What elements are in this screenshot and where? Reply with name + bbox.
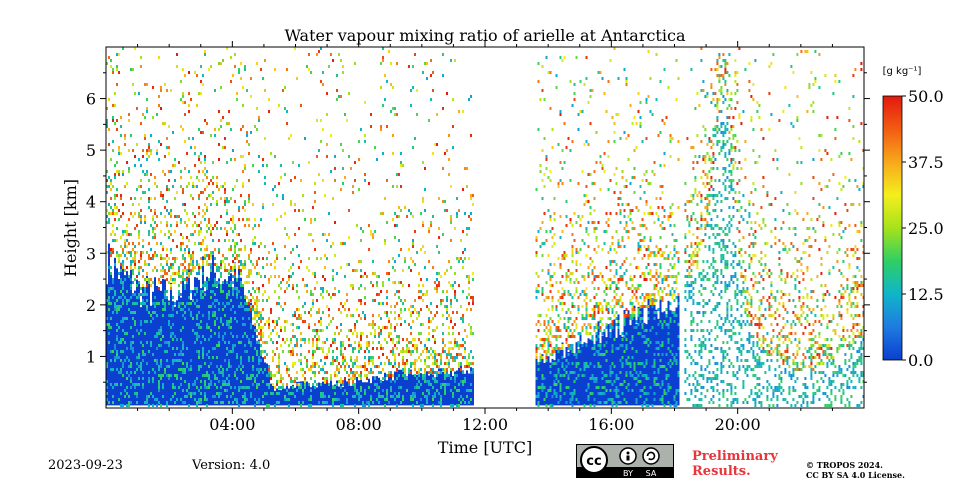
copyright-line-2: CC BY SA 4.0 License. <box>806 470 905 480</box>
sa-share-icon <box>642 447 660 465</box>
x-tick-label: 16:00 <box>588 415 634 434</box>
cc-license-icon: cc BY SA <box>577 446 673 477</box>
preliminary-line-1: Preliminary <box>692 449 778 464</box>
cc-logo-text: cc <box>586 454 601 469</box>
cc-by-text: BY <box>623 469 633 477</box>
x-tick-label: 20:00 <box>715 415 761 434</box>
footer-version: Version: 4.0 <box>192 458 271 473</box>
colorbar-unit-label: [g kg⁻¹] <box>883 66 922 77</box>
y-tick-label: 1 <box>86 347 96 366</box>
y-tick-label: 6 <box>86 90 96 109</box>
heatmap-segment <box>106 47 474 407</box>
preliminary-line-2: Results. <box>692 464 751 479</box>
colorbar-tick-label: 12.5 <box>908 285 944 304</box>
colorbar-tick-label: 0.0 <box>908 351 933 370</box>
colorbar-tick-label: 25.0 <box>908 219 944 238</box>
copyright-note: © TROPOS 2024. CC BY SA 4.0 License. <box>806 460 905 480</box>
x-axis: 04:00 08:00 12:00 16:00 20:00 <box>137 41 833 434</box>
chart-title: Water vapour mixing ratio of arielle at … <box>285 26 686 45</box>
y-tick-label: 2 <box>86 296 96 315</box>
heatmap-layer <box>106 47 864 407</box>
x-tick-label: 08:00 <box>336 415 382 434</box>
cc-license-badge[interactable]: cc BY SA <box>576 444 674 478</box>
x-tick-label: 12:00 <box>462 415 508 434</box>
colorbar-gradient <box>882 95 903 361</box>
heatmap-segment <box>535 47 680 407</box>
heatmap-segment <box>684 47 864 407</box>
preliminary-note: Preliminary Results. <box>692 449 778 479</box>
y-tick-label: 3 <box>86 244 96 263</box>
x-axis-label: Time [UTC] <box>438 438 532 457</box>
colorbar-tick-label: 50.0 <box>908 87 944 106</box>
y-axis: 1 2 3 4 5 6 <box>86 72 870 383</box>
y-tick-label: 4 <box>86 193 96 212</box>
y-axis-label: Height [km] <box>61 179 80 277</box>
colorbar-tick-label: 37.5 <box>908 153 944 172</box>
x-tick-label: 04:00 <box>209 415 255 434</box>
y-tick-label: 5 <box>86 141 96 160</box>
footer-date: 2023-09-23 <box>48 458 123 473</box>
cc-sa-text: SA <box>646 469 657 477</box>
copyright-line-1: © TROPOS 2024. <box>806 460 883 470</box>
colorbar: [g kg⁻¹] 0.0 12.5 25.0 37.5 50.0 <box>882 66 944 370</box>
heatmap-dense-fill <box>106 243 474 406</box>
